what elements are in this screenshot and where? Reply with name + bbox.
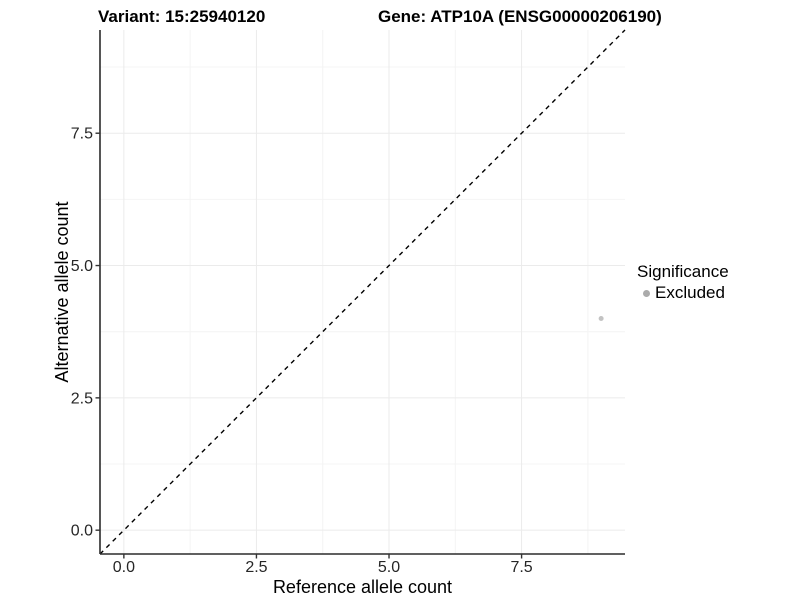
legend-title: Significance bbox=[637, 262, 729, 281]
legend: Significance Excluded bbox=[637, 261, 729, 303]
y-tick-label: 5.0 bbox=[71, 258, 93, 275]
y-tick-label: 0.0 bbox=[71, 523, 93, 540]
x-tick-label: 0.0 bbox=[113, 559, 135, 576]
identity-dashed-line bbox=[99, 29, 626, 555]
x-tick-label: 2.5 bbox=[245, 559, 267, 576]
y-axis-title: Alternative allele count bbox=[52, 201, 72, 383]
legend-entry-excluded: Excluded bbox=[637, 283, 729, 303]
data-point-excluded bbox=[598, 315, 604, 321]
excluded-point-icon bbox=[643, 289, 650, 297]
legend-entry-label: Excluded bbox=[655, 283, 725, 302]
y-tick-label: 7.5 bbox=[71, 126, 93, 143]
variant-title: Variant: 15:25940120 bbox=[98, 7, 266, 26]
x-axis-title: Reference allele count bbox=[272, 577, 453, 597]
x-tick-label: 7.5 bbox=[510, 559, 532, 576]
y-tick-label: 2.5 bbox=[71, 390, 93, 407]
gene-title: Gene: ATP10A (ENSG00000206190) bbox=[378, 7, 662, 26]
x-tick-label: 5.0 bbox=[378, 559, 400, 576]
